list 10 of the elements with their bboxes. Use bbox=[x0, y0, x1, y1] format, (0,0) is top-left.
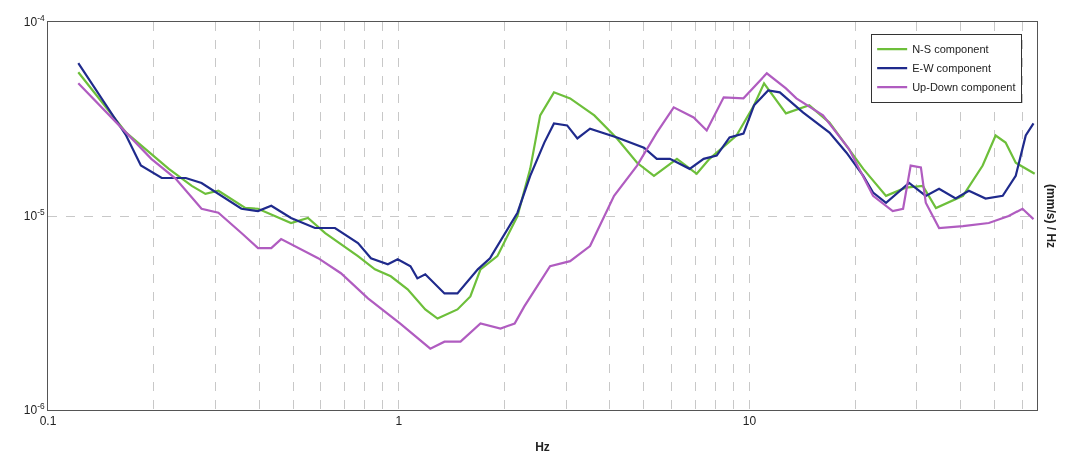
legend-label: E-W component bbox=[912, 62, 992, 75]
x-tick-label: 1 bbox=[395, 414, 403, 429]
x-axis-title: Hz bbox=[535, 440, 550, 455]
y-tick-label: 10$^{-4}$ bbox=[23, 13, 45, 30]
x-tick-label: 10 bbox=[742, 414, 757, 429]
legend-label: N-S component bbox=[912, 43, 989, 56]
x-tick-label: 0.1 bbox=[39, 414, 57, 429]
y-axis-title: (mm/s) / Hz bbox=[1043, 184, 1058, 249]
legend-label: Up-Down component bbox=[912, 81, 1016, 94]
y-tick-label: 10$^{-5}$ bbox=[23, 207, 45, 224]
